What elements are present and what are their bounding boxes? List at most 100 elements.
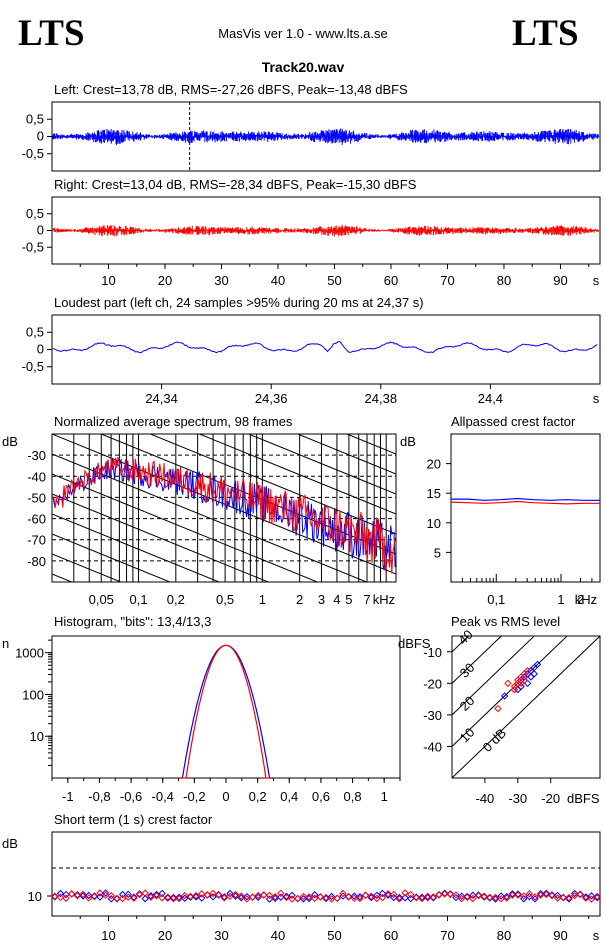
spectrum-xtick-label: 3 bbox=[318, 592, 325, 607]
crest-short-point-left bbox=[378, 889, 387, 898]
crest-short-point-right bbox=[294, 894, 302, 903]
crest-short-point-right bbox=[525, 890, 534, 898]
crest-short-point-right bbox=[260, 891, 268, 899]
loudest-waveform bbox=[52, 340, 598, 354]
crest-short-title: Short term (1 s) crest factor bbox=[54, 812, 213, 827]
crest-short-point-right bbox=[181, 891, 189, 900]
crest-short-point-right bbox=[542, 890, 551, 899]
spectrum-slope-line bbox=[148, 434, 396, 535]
histogram-ytick-label: 100 bbox=[22, 687, 44, 702]
crest-short-point-left bbox=[124, 890, 132, 899]
allpass-xtick-label: 0,1 bbox=[487, 592, 505, 607]
peak-rms-ytick-label: -30 bbox=[423, 708, 442, 723]
spectrum-ytick-label: -40 bbox=[27, 469, 46, 484]
crest-short-point-right bbox=[243, 895, 251, 903]
peak-rms-xtick-label: -30 bbox=[508, 791, 527, 806]
crest-short-point-right bbox=[158, 894, 166, 902]
crest-short-point-right bbox=[559, 894, 567, 902]
crest-short-point-left bbox=[593, 893, 601, 902]
loudest-xtick-label: 24,36 bbox=[255, 391, 288, 406]
crest-short-point-right bbox=[209, 889, 217, 898]
crest-short-point-right bbox=[231, 890, 240, 899]
spectrum-frame bbox=[51, 433, 397, 583]
crest-short-point-left bbox=[327, 892, 336, 901]
crest-short-point-left bbox=[175, 893, 183, 901]
crest-short-point-right bbox=[548, 891, 556, 900]
histogram-xtick-label: 0,4 bbox=[280, 789, 298, 804]
crest-short-point-left bbox=[542, 889, 551, 898]
peak-rms-point-right bbox=[504, 679, 512, 688]
crest-short-xtick-label: 80 bbox=[497, 928, 511, 943]
spectrum-xunit: kHz bbox=[373, 592, 395, 607]
crest-short-point-right bbox=[118, 894, 127, 903]
histogram-title: Histogram, "bits": 13,4/13,3 bbox=[54, 614, 211, 629]
histogram-xtick-label: 0 bbox=[222, 789, 229, 804]
time-xtick-label: 10 bbox=[101, 273, 115, 288]
histogram-frame bbox=[51, 635, 401, 779]
crest-short-point-right bbox=[85, 894, 93, 902]
spectrum-plot-area bbox=[52, 434, 396, 774]
spectrum-xtick-label: 5 bbox=[345, 592, 352, 607]
spectrum-slope-line bbox=[198, 434, 396, 515]
loudest-ytick-label: 0,5 bbox=[26, 324, 44, 339]
spectrum-slope-line bbox=[52, 553, 123, 582]
peak-rms-xlabel: dBFS bbox=[567, 791, 600, 806]
peak-rms-xtick-label: -20 bbox=[541, 791, 560, 806]
spectrum-xtick-label: 1 bbox=[259, 592, 266, 607]
crest-short-point-right bbox=[265, 891, 274, 900]
allpass-frame bbox=[450, 433, 601, 583]
time-xunit: s bbox=[593, 273, 600, 288]
crest-short-point-right bbox=[299, 892, 308, 901]
crest-short-point-right bbox=[322, 893, 330, 902]
crest-short-point-right bbox=[203, 891, 212, 899]
crest-short-point-right bbox=[378, 893, 387, 902]
crest-short-xtick-label: 70 bbox=[440, 928, 454, 943]
crest-short-point-right bbox=[333, 894, 342, 902]
crest-short-point-right bbox=[469, 894, 477, 903]
crest-short-point-right bbox=[440, 890, 449, 898]
crest-short-point-left bbox=[373, 891, 381, 899]
crest-short-xtick-label: 60 bbox=[384, 928, 398, 943]
histogram-ylabel: n bbox=[2, 636, 9, 651]
crest-short-point-right bbox=[73, 891, 82, 900]
crest-short-point-right bbox=[107, 892, 116, 900]
left-channel-ytick-label: 0,5 bbox=[26, 111, 44, 126]
allpass-right-series bbox=[450, 500, 600, 505]
crest-short-point-right bbox=[288, 895, 296, 903]
peak-rms-point-right bbox=[523, 667, 532, 675]
peak-rms-ytick-label: -10 bbox=[423, 645, 442, 660]
crest-short-point-left bbox=[277, 893, 285, 901]
crest-short-point-right bbox=[536, 891, 545, 899]
crest-short-point-left bbox=[457, 892, 466, 900]
spectrum-slope-line bbox=[52, 614, 396, 754]
spectrum-xtick-label: 0,1 bbox=[130, 592, 148, 607]
crest-short-point-right bbox=[367, 892, 375, 900]
spectrum-xtick-label: 0,05 bbox=[89, 592, 114, 607]
crest-short-point-right bbox=[593, 892, 601, 901]
histogram-xtick-label: -0,4 bbox=[152, 789, 174, 804]
peak-rms-frame bbox=[451, 635, 601, 779]
peak-rms-ytick-label: -20 bbox=[423, 676, 442, 691]
spectrum-slope-line bbox=[52, 634, 396, 774]
crest-short-point-left bbox=[429, 894, 438, 902]
spectrum-ytick-label: -80 bbox=[27, 554, 46, 569]
crest-short-point-right bbox=[198, 890, 206, 898]
peak-rms-diagonal bbox=[452, 636, 568, 748]
crest-short-point-right bbox=[90, 892, 99, 901]
crest-short-point-left bbox=[68, 890, 76, 898]
crest-short-point-left bbox=[423, 893, 432, 902]
crest-short-point-right bbox=[491, 893, 500, 902]
crest-short-point-right bbox=[147, 893, 155, 901]
crest-short-point-right bbox=[101, 891, 110, 899]
time-xtick-label: 80 bbox=[497, 273, 511, 288]
right-channel-ytick-label: -0,5 bbox=[22, 239, 44, 254]
spectrum-xtick-label: 0,2 bbox=[167, 592, 185, 607]
crest-short-point-left bbox=[135, 890, 144, 898]
crest-short-point-left bbox=[463, 892, 471, 901]
loudest-xtick-label: 24,38 bbox=[365, 391, 398, 406]
crest-short-point-left bbox=[536, 889, 545, 898]
crest-short-point-right bbox=[226, 892, 234, 901]
crest-short-point-right bbox=[62, 894, 70, 902]
crest-short-point-right bbox=[135, 890, 144, 899]
